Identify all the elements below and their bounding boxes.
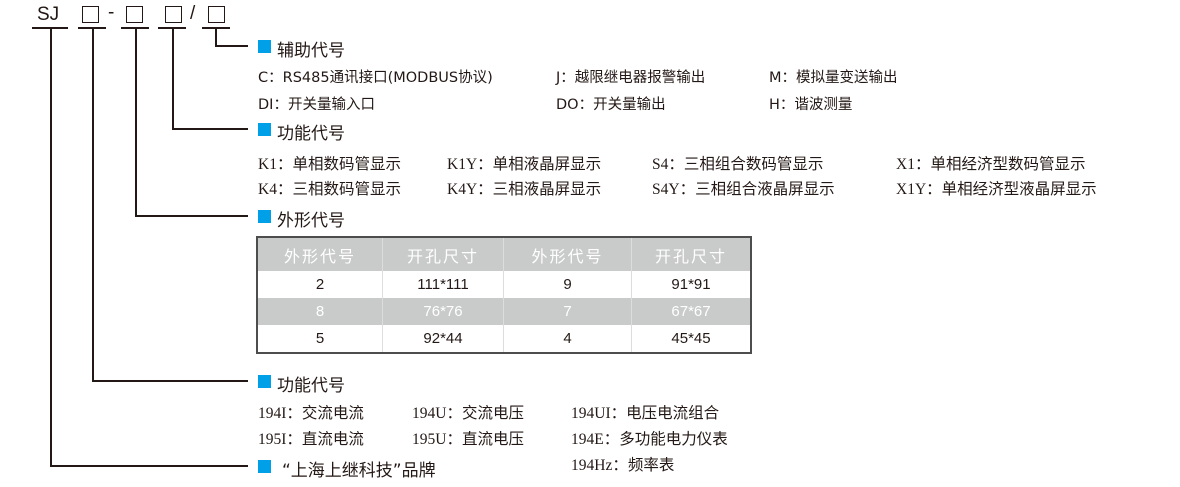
slash: /: [190, 3, 196, 24]
header-cell: 外形代号: [257, 237, 383, 271]
function-item: 195I：直流电流: [258, 431, 364, 448]
cell: 2: [257, 271, 383, 298]
table-row: 8 76*76 7 67*67: [257, 298, 752, 325]
connector: [50, 465, 248, 467]
display-item: K1：单相数码管显示: [258, 156, 401, 173]
header-cell: 开孔尺寸: [382, 237, 504, 271]
bullet-icon: [258, 460, 271, 473]
function-item: 194E：多功能电力仪表: [571, 431, 728, 448]
display-item: X1：单相经济型数码管显示: [896, 156, 1086, 173]
connector: [215, 28, 217, 46]
underline: [158, 27, 186, 29]
underline: [121, 27, 149, 29]
function-item: 194U：交流电压: [412, 405, 524, 422]
underline: [78, 27, 106, 29]
underline: [202, 27, 230, 29]
aux-item: DO：开关量输出: [556, 97, 666, 113]
connector: [215, 45, 248, 47]
code-box-display: [165, 6, 182, 23]
connector: [135, 28, 137, 216]
header-cell: 外形代号: [503, 237, 632, 271]
cell: 111*111: [382, 271, 504, 298]
display-item: S4：三相组合数码管显示: [652, 156, 824, 173]
aux-item: DI：开关量输入口: [258, 97, 375, 113]
aux-title: 辅助代号: [277, 41, 345, 61]
connector: [172, 28, 174, 129]
cell: 91*91: [631, 271, 752, 298]
bullet-icon: [258, 123, 271, 136]
function-item: 194Hz：频率表: [571, 457, 675, 474]
bullet-icon: [258, 210, 271, 223]
connector: [50, 28, 52, 466]
cell: 92*44: [382, 325, 504, 353]
cell: 76*76: [382, 298, 504, 325]
aux-item: H：谐波测量: [769, 97, 853, 113]
shape-table: 外形代号 开孔尺寸 外形代号 开孔尺寸 2 111*111 9 91*91 8 …: [256, 236, 752, 354]
cell: 9: [503, 271, 632, 298]
table-header: 外形代号 开孔尺寸 外形代号 开孔尺寸: [257, 237, 752, 271]
display-item: K4：三相数码管显示: [258, 181, 401, 198]
display-item: K4Y：三相液晶屏显示: [447, 181, 602, 198]
table-row: 2 111*111 9 91*91: [257, 271, 752, 298]
function-item: 194I：交流电流: [258, 405, 364, 422]
cell: 7: [503, 298, 632, 325]
display-item: K1Y：单相液晶屏显示: [447, 156, 602, 173]
function-title: 功能代号: [277, 376, 345, 396]
aux-item: C：RS485通讯接口(MODBUS协议): [258, 70, 493, 86]
function-item: 194UI：电压电流组合: [571, 405, 720, 422]
underline: [32, 27, 68, 29]
connector: [172, 128, 248, 130]
code-box-aux: [208, 6, 225, 23]
bullet-icon: [258, 375, 271, 388]
dash: -: [108, 2, 115, 23]
table-row: 5 92*44 4 45*45: [257, 325, 752, 353]
connector: [92, 380, 248, 382]
code-box-function: [82, 6, 99, 23]
cell: 8: [257, 298, 383, 325]
code-box-shape: [126, 6, 143, 23]
shape-title: 外形代号: [277, 211, 345, 231]
header-cell: 开孔尺寸: [631, 237, 752, 271]
function-item: 195U：直流电压: [412, 431, 524, 448]
cell: 5: [257, 325, 383, 353]
display-item: S4Y：三相组合液晶屏显示: [652, 181, 835, 198]
aux-item: M：模拟量变送输出: [769, 70, 898, 86]
display-item: X1Y：单相经济型液晶屏显示: [896, 181, 1097, 198]
bullet-icon: [258, 40, 271, 53]
connector: [135, 215, 248, 217]
brand-title: “上海上继科技”品牌: [282, 461, 436, 481]
cell: 67*67: [631, 298, 752, 325]
display-title: 功能代号: [277, 124, 345, 144]
model-prefix: SJ: [37, 4, 60, 25]
aux-item: J：越限继电器报警输出: [556, 70, 706, 86]
cell: 4: [503, 325, 632, 353]
cell: 45*45: [631, 325, 752, 353]
connector: [92, 28, 94, 381]
